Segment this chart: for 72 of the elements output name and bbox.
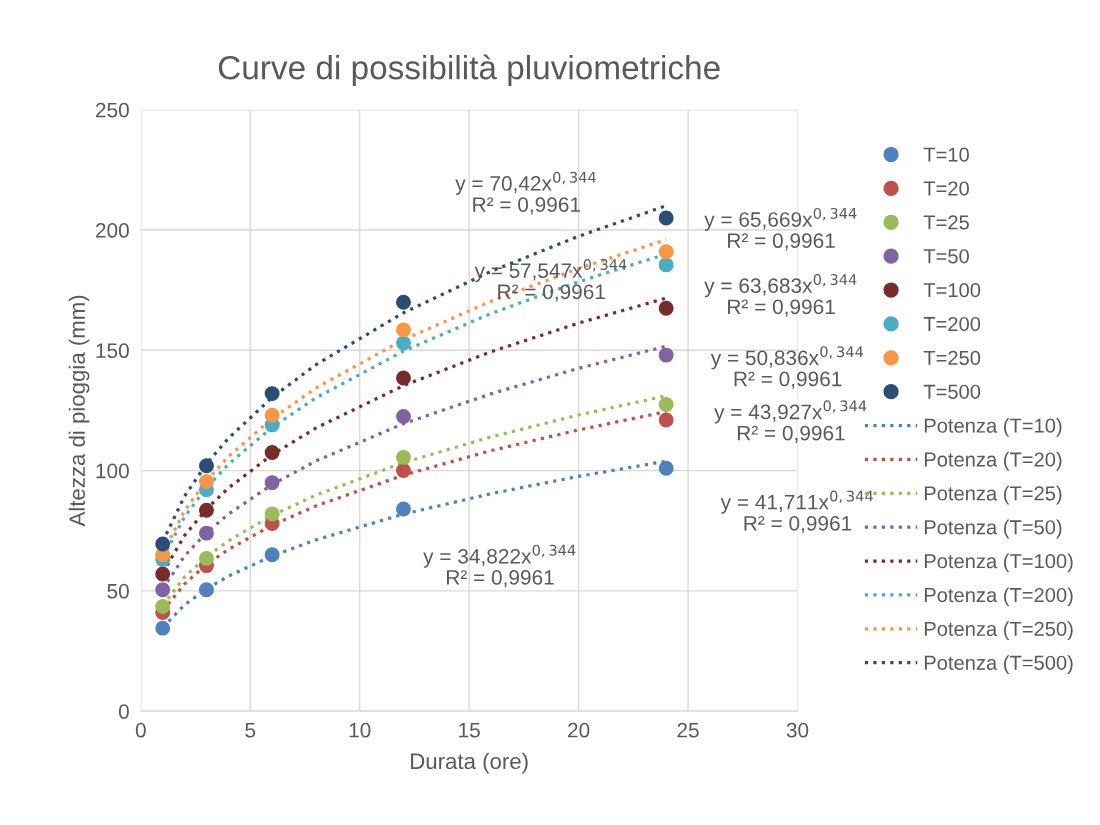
point bbox=[658, 460, 674, 476]
x-tick-label: 20 bbox=[568, 722, 590, 738]
point bbox=[658, 210, 674, 226]
x-tick-label: 30 bbox=[786, 722, 809, 738]
legend-label: T=250 bbox=[923, 350, 981, 366]
legend-label: Potenza (T=50) bbox=[924, 519, 1062, 539]
point bbox=[199, 582, 214, 598]
point bbox=[658, 396, 674, 412]
point bbox=[199, 473, 214, 489]
annotation: y = 34,822x$^{0,344}$ R² = 0,9961 bbox=[423, 544, 576, 588]
point bbox=[264, 475, 280, 491]
point bbox=[199, 550, 214, 566]
legend-label: Potenza (T=25) bbox=[924, 485, 1062, 505]
legend-label: Potenza (T=20) bbox=[924, 451, 1062, 471]
point bbox=[396, 294, 411, 310]
point bbox=[264, 407, 280, 423]
point bbox=[155, 582, 171, 598]
point bbox=[199, 458, 214, 474]
point bbox=[264, 547, 280, 563]
annotation: y = 50,836x$^{0,344}$ R² = 0,9961 bbox=[710, 346, 864, 389]
x-tick-label: 25 bbox=[677, 722, 699, 738]
y-tick-label: 200 bbox=[95, 223, 129, 238]
point bbox=[396, 370, 411, 386]
point bbox=[264, 445, 280, 461]
point bbox=[396, 322, 411, 338]
x-tick-label: 10 bbox=[349, 722, 371, 738]
annotation: y = 63,683x$^{0,344}$ R² = 0,9961 bbox=[704, 274, 857, 317]
point bbox=[396, 463, 411, 479]
x-tick-label: 5 bbox=[245, 723, 256, 738]
legend-label: T=50 bbox=[923, 249, 969, 264]
point bbox=[658, 347, 674, 363]
legend-label: Potenza (T=10) bbox=[924, 417, 1062, 437]
point bbox=[155, 566, 171, 582]
legend-label: Potenza (T=250) bbox=[924, 621, 1073, 641]
annotation: y = 65,669x$^{0,344}$ R² = 0,9961 bbox=[704, 207, 857, 251]
y-tick-label: 250 bbox=[95, 102, 129, 118]
point bbox=[396, 408, 411, 424]
point bbox=[155, 599, 171, 614]
legend-label: T=10 bbox=[923, 147, 969, 162]
annotation: y = 70,42x$^{0,344}$ R² = 0,9961 bbox=[455, 171, 596, 215]
annotation: y = 41,711x$^{0,344}$ R² = 0,9961 bbox=[720, 490, 873, 534]
legend-label: Potenza (T=500) bbox=[924, 655, 1073, 674]
point bbox=[396, 449, 411, 465]
point bbox=[155, 536, 171, 552]
point bbox=[396, 501, 411, 517]
y-axis-title: Altezza di pioggia (mm) bbox=[68, 295, 90, 527]
y-tick-label: 0 bbox=[118, 704, 129, 719]
x-axis-title: Durata (ore) bbox=[411, 752, 528, 774]
y-tick-label: 150 bbox=[96, 343, 129, 359]
point bbox=[396, 335, 411, 351]
point bbox=[264, 506, 280, 522]
point bbox=[199, 525, 214, 541]
legend-label: Potenza (T=200) bbox=[924, 587, 1073, 607]
legend-label: T=20 bbox=[923, 181, 969, 196]
point bbox=[155, 620, 171, 636]
y-tick-label: 100 bbox=[96, 463, 129, 479]
legend-label: T=200 bbox=[923, 316, 981, 332]
chart-title: Curve di possibilità pluviometriche bbox=[218, 54, 720, 87]
point bbox=[658, 257, 674, 273]
point bbox=[658, 244, 674, 260]
point bbox=[199, 502, 214, 518]
legend-label: Potenza (T=100) bbox=[924, 553, 1073, 573]
legend-label: T=500 bbox=[923, 384, 981, 399]
legend-label: T=25 bbox=[923, 215, 969, 230]
point bbox=[658, 412, 674, 428]
point bbox=[658, 300, 674, 316]
point bbox=[264, 386, 280, 402]
annotation: y = 43,927x$^{0,344}$ R² = 0,9961 bbox=[714, 400, 867, 443]
y-tick-label: 50 bbox=[107, 583, 129, 599]
x-tick-label: 0 bbox=[135, 722, 146, 738]
x-tick-label: 15 bbox=[459, 723, 480, 738]
legend-label: T=100 bbox=[923, 283, 981, 298]
